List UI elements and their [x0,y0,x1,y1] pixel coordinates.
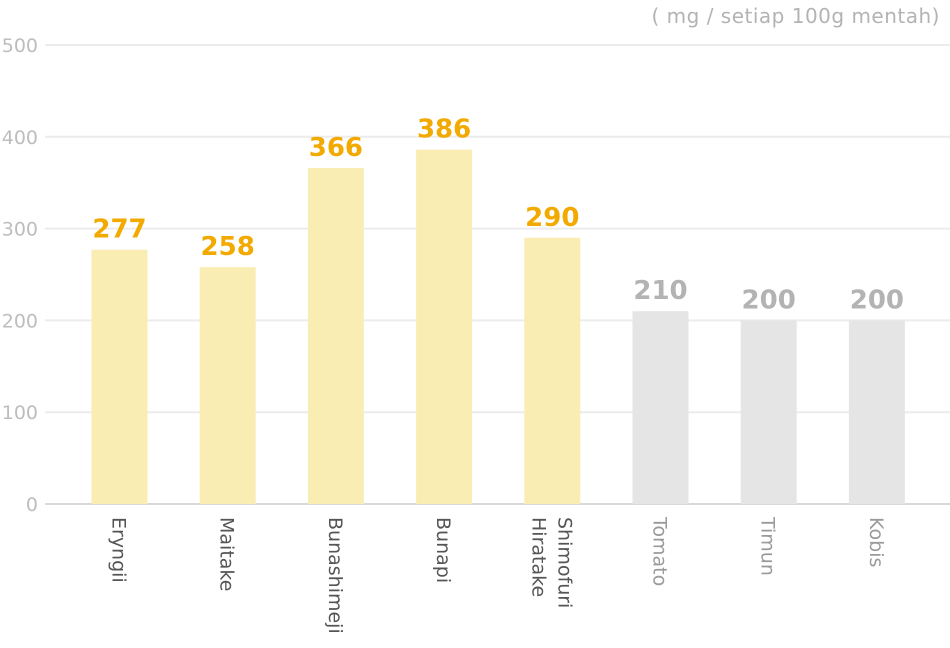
category-label-line: Tomato [649,516,671,586]
y-tick-label: 400 [2,127,38,149]
value-label: 200 [850,285,904,315]
y-tick-label: 100 [2,402,38,424]
category-label-line: Bunashimeji [324,517,346,634]
category-label-line: Bunapi [432,517,454,583]
category-label: Bunashimeji [324,517,346,634]
unit-label: ( mg / setiap 100g mentah) [651,4,940,28]
category-label-line: Kobis [865,517,887,567]
category-label-line: Shimofuri [553,517,575,608]
category-label-line: Hiratake [527,517,549,597]
bar [199,267,256,504]
value-labels: 277 258 366 386 290 210 200 200 [92,115,904,316]
grid-lines [45,44,950,505]
y-tick-label: 500 [2,35,38,57]
category-label-line: Maitake [216,517,238,591]
y-tick-label: 200 [2,310,38,332]
category-label: Eryngii [108,517,130,583]
value-label: 200 [742,285,796,315]
bar [524,237,581,504]
category-label: Maitake [216,517,238,591]
y-tick-label: 0 [26,494,38,516]
category-label: Tomato [649,516,671,586]
y-axis-ticks: 0 100 200 300 400 500 [2,35,38,516]
bar [307,168,364,504]
value-label: 258 [201,232,255,262]
bar [740,320,797,504]
bar [91,249,148,504]
category-label-line: Eryngii [108,517,130,583]
category-label: Timun [757,516,779,576]
bar [848,320,905,504]
value-label: 366 [309,133,363,163]
y-tick-label: 300 [2,219,38,241]
bar [416,149,473,505]
value-label: 277 [92,215,146,245]
category-label: Bunapi [432,517,454,583]
category-label: Kobis [865,517,887,567]
value-label: 210 [633,276,687,306]
value-label: 386 [417,115,471,145]
value-label: 290 [525,203,579,233]
bars [91,149,905,505]
category-label-line: Timun [757,516,779,576]
bar [632,311,689,504]
category-labels: Eryngii Maitake Bunashimeji Bunapi Shimofuri… [108,516,887,634]
